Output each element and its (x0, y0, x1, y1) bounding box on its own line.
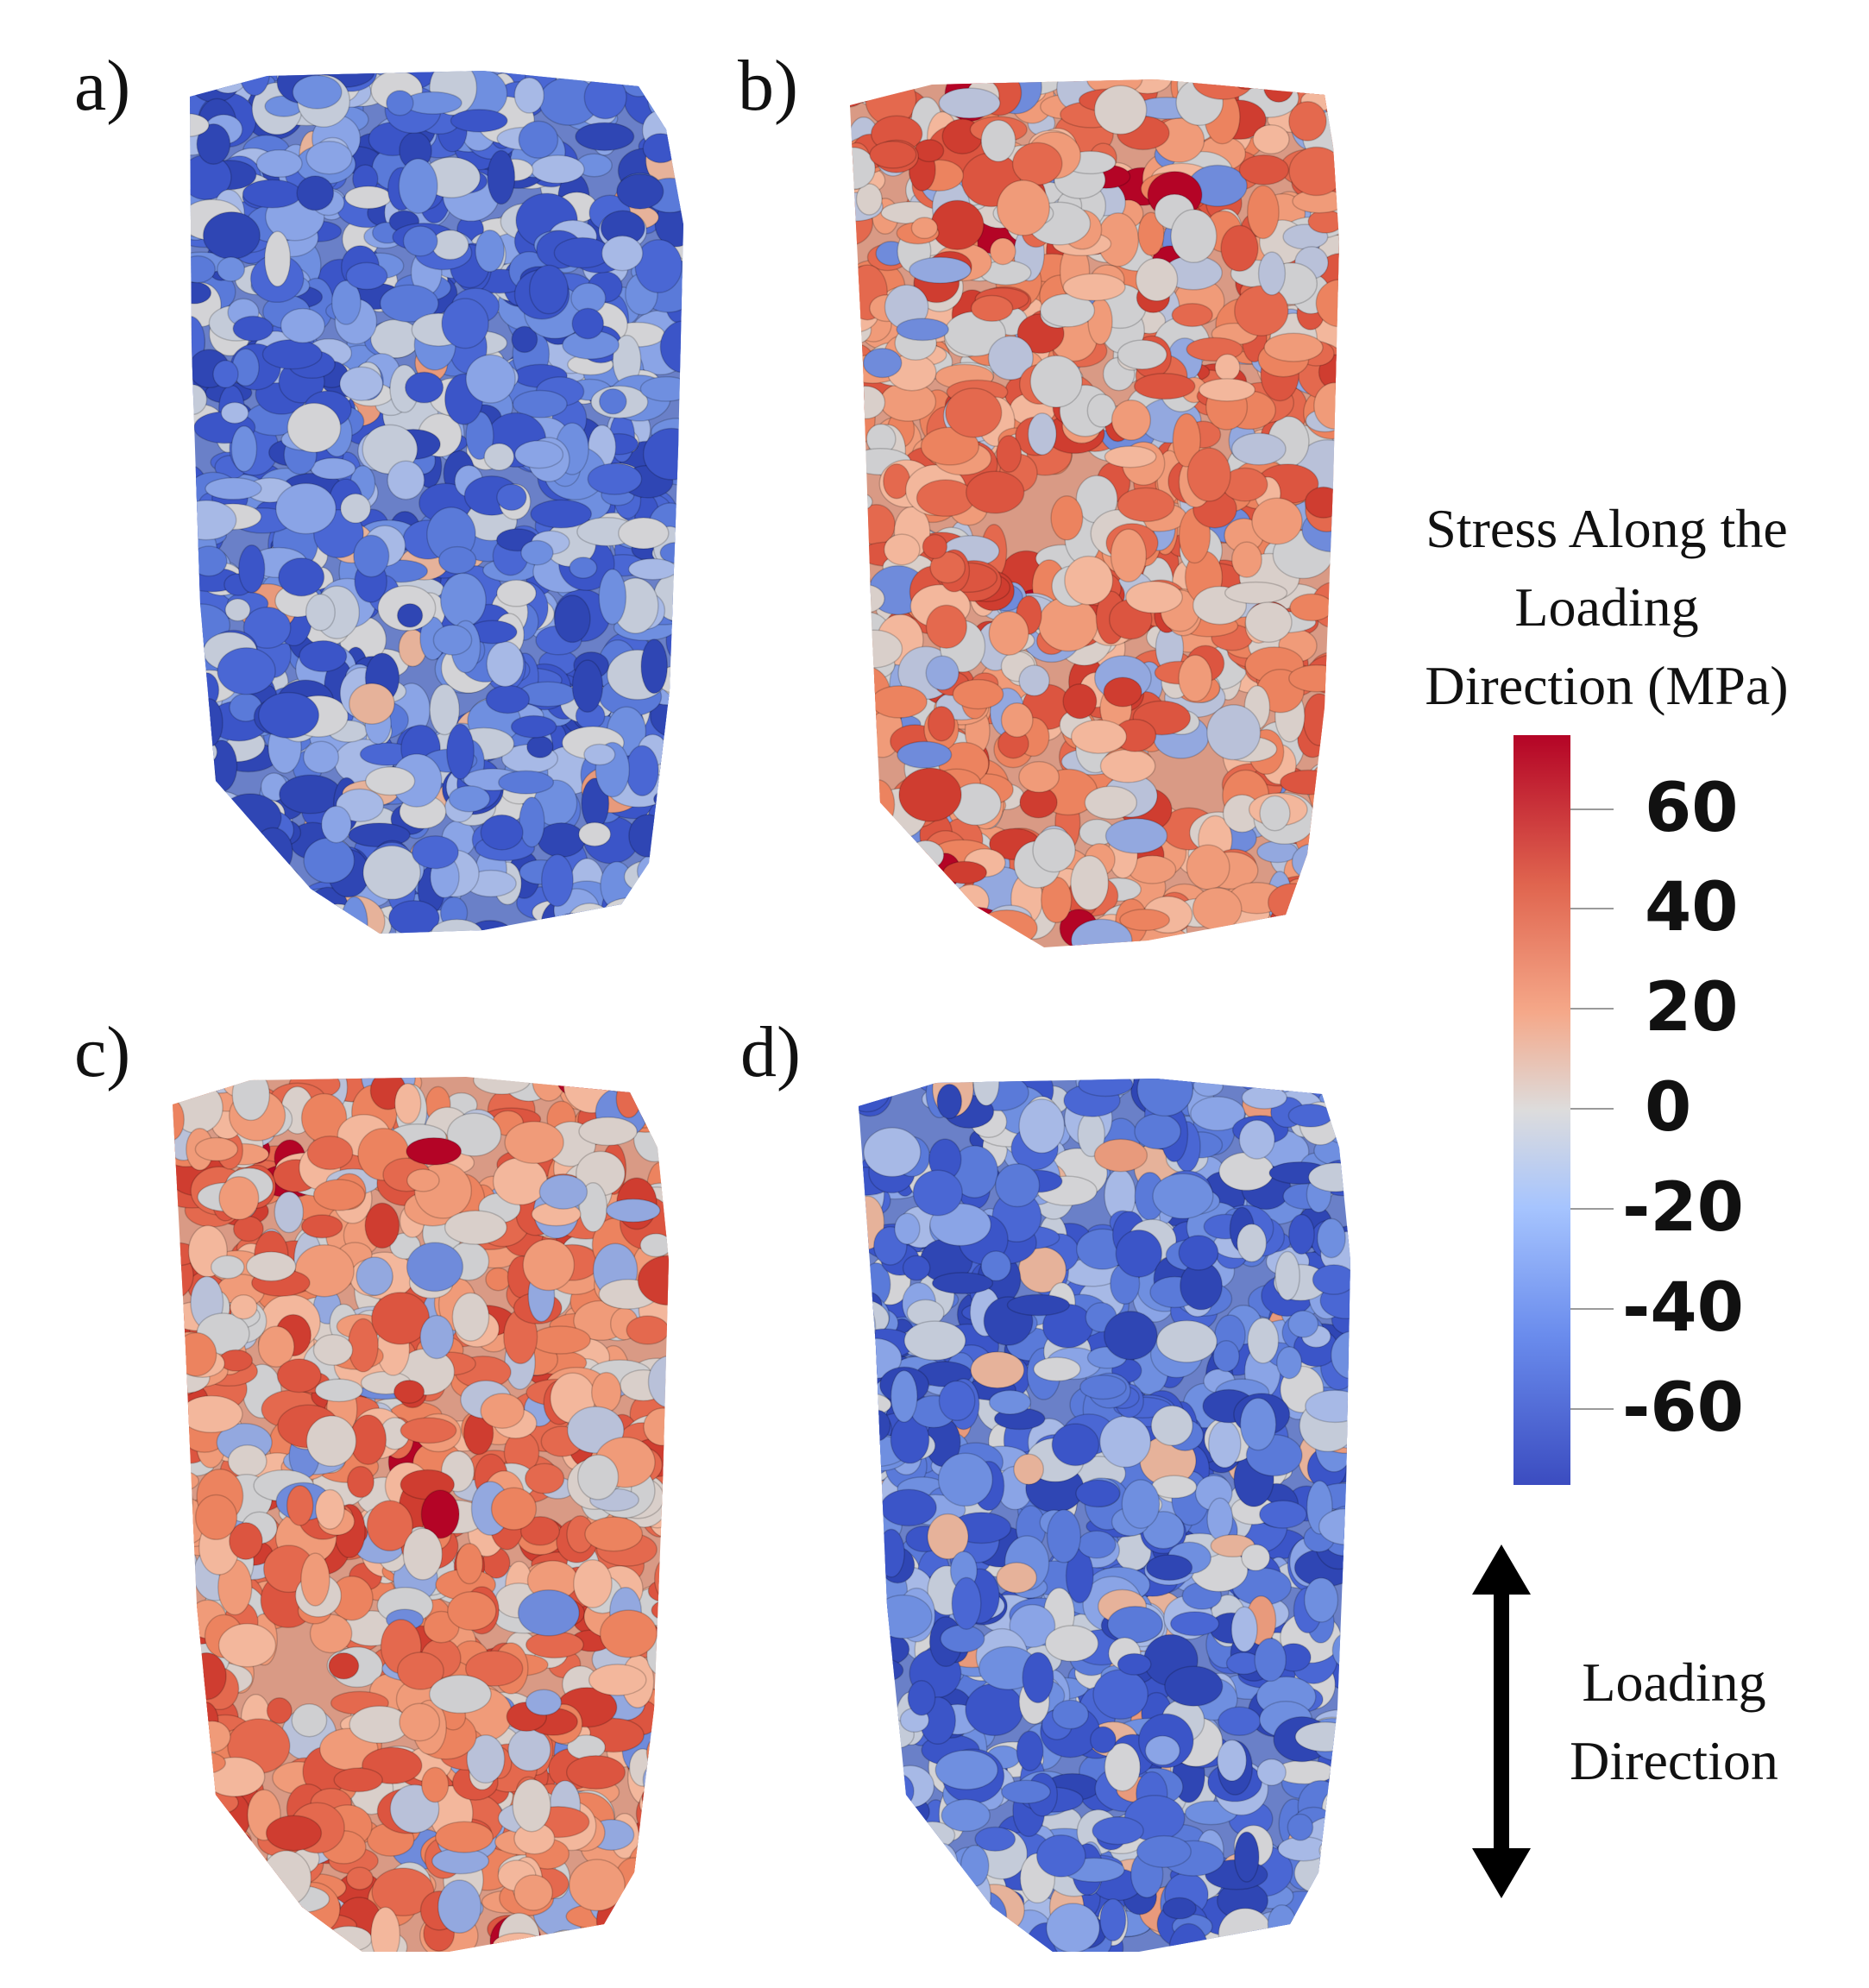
panel-label-d: d) (740, 1012, 801, 1092)
colorbar-tick (1570, 1208, 1614, 1210)
pillar-b (850, 79, 1339, 947)
panel-label-a: a) (74, 46, 131, 126)
legend-title-line-2: Loading (1514, 576, 1699, 638)
colorbar-tick (1570, 1008, 1614, 1010)
pillar-d (859, 1079, 1350, 1952)
colorbar (1513, 735, 1570, 1485)
colorbar-tick-label: -60 (1622, 1369, 1744, 1447)
legend-title-line-1: Stress Along the (1425, 498, 1788, 559)
colorbar-tick (1570, 1308, 1614, 1310)
pillar-a (190, 71, 683, 934)
colorbar-tick (1570, 808, 1614, 810)
legend-title: Stress Along the Loading Direction (MPa) (1391, 490, 1822, 726)
colorbar-tick (1570, 908, 1614, 909)
colorbar-tick-label: -20 (1622, 1169, 1744, 1247)
colorbar-tick (1570, 1108, 1614, 1110)
panel-label-c: c) (74, 1012, 131, 1092)
colorbar-tick-label: 20 (1645, 969, 1739, 1047)
colorbar-tick-label: 40 (1645, 869, 1739, 947)
double-arrow-vertical-icon (1472, 1544, 1531, 1898)
panel-label-b: b) (738, 46, 798, 126)
loading-direction-line-2: Direction (1570, 1729, 1778, 1791)
pillar-c (173, 1077, 669, 1952)
legend-title-line-3: Direction (MPa) (1425, 654, 1789, 716)
loading-direction-label: Loading Direction (1553, 1644, 1795, 1801)
colorbar-tick-label: 0 (1645, 1069, 1692, 1147)
colorbar-tick (1570, 1408, 1614, 1410)
colorbar-tick-label: 60 (1645, 770, 1739, 847)
loading-direction-line-1: Loading (1582, 1651, 1766, 1713)
colorbar-tick-label: -40 (1622, 1269, 1744, 1347)
